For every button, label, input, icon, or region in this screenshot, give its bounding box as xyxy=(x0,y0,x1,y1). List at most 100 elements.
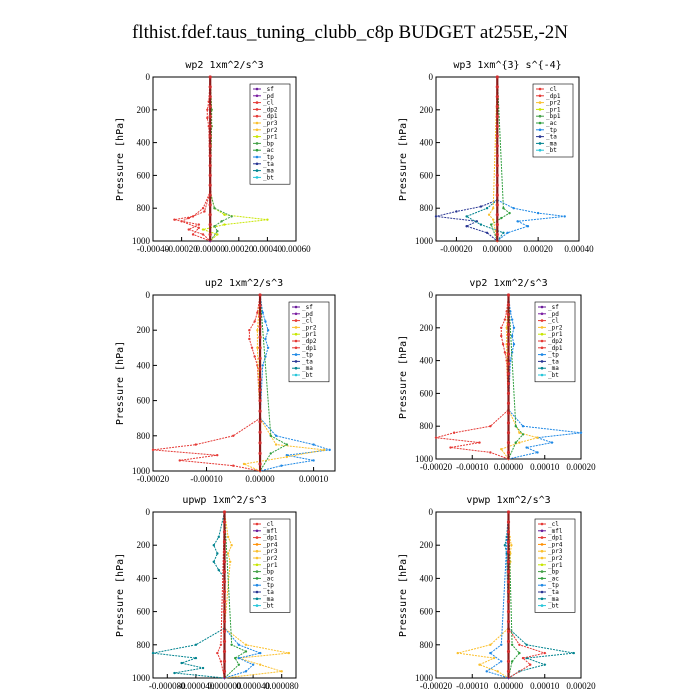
plot4-point-tp xyxy=(509,359,512,362)
plot4-point-tp xyxy=(536,451,539,454)
plot3-point-tp xyxy=(261,311,264,314)
plot5-point-ma xyxy=(212,560,215,563)
plot3-point-tp xyxy=(264,337,267,341)
plot3-legend-marker xyxy=(294,319,298,322)
plot4-legend-entry: _pr2 xyxy=(548,324,563,331)
plot4-point-tp xyxy=(510,334,514,338)
plot5-ylabel: Pressure [hPa] xyxy=(115,553,126,637)
plot5-series-ma xyxy=(152,511,225,679)
plot2-legend-marker xyxy=(538,135,542,138)
plot1-legend-entry: _ma xyxy=(263,168,274,175)
plot1-legend-marker xyxy=(255,94,259,98)
plot4-zero-marker xyxy=(506,391,511,395)
plot4-zero-marker xyxy=(506,293,511,297)
plot3-point-dp1 xyxy=(248,337,251,341)
plot2-point-ta xyxy=(485,231,489,234)
plot2-point-ta xyxy=(465,225,468,228)
plot5-point-ma xyxy=(151,651,155,655)
plot5-point-ma xyxy=(194,656,198,660)
plot1-legend-entry: _pr2 xyxy=(263,127,278,134)
plot2-zero-marker xyxy=(495,124,499,128)
plot2-ytick-label: 1000 xyxy=(415,236,434,246)
plot6-legend-entry: _pr2 xyxy=(548,555,563,562)
plot5-point-ac xyxy=(244,650,248,653)
plot6-legend-marker xyxy=(540,556,544,560)
plot4-point-tp xyxy=(512,343,516,346)
plot5-zero-marker xyxy=(222,659,227,664)
plot5-zero-marker xyxy=(222,580,227,584)
plot2-zero-marker xyxy=(495,163,499,168)
plot3-ytick-label: 600 xyxy=(137,396,151,406)
plot1-legend-marker xyxy=(255,169,259,172)
plot1-ytick-label: 800 xyxy=(137,203,151,213)
plot6-point-tp xyxy=(500,643,503,646)
plot5-zero-marker xyxy=(222,619,227,624)
plot3-zero-marker xyxy=(258,409,262,413)
plot5-legend-entry: _tp xyxy=(263,582,274,589)
plot6-legend-marker xyxy=(540,597,544,601)
plot4-zero-marker xyxy=(506,362,511,366)
plot5-legend-entry: _pr1 xyxy=(263,562,278,569)
plot6-point-dp1 xyxy=(521,656,525,660)
plot1-point-pr1 xyxy=(266,218,269,221)
plot1-zero-marker xyxy=(208,223,212,227)
plot4-series-pr2 xyxy=(500,294,540,460)
plot5-point-pr2 xyxy=(244,643,248,646)
plot1-xtick-label: 0.00040 xyxy=(253,244,283,254)
plot6-legend-marker xyxy=(540,543,544,546)
plot4-zero-marker xyxy=(506,352,511,356)
plot6-zero-marker xyxy=(506,600,511,604)
plot6-title: vpwp 1xm^2/s^3 xyxy=(466,495,550,506)
plot4-point-tp xyxy=(521,425,525,428)
plot2-point-ac xyxy=(502,207,505,210)
plot5-legend-entry: _ac xyxy=(263,575,274,582)
plot5-zero-marker xyxy=(222,570,227,574)
plot4-legend-marker xyxy=(540,339,544,343)
plot6-ytick-label: 800 xyxy=(420,640,434,650)
plot5-point-cl xyxy=(219,643,223,646)
plot1-legend-marker xyxy=(255,121,259,125)
plot6-zero-marker xyxy=(506,520,511,524)
plot5-zero-marker xyxy=(222,540,227,544)
plot1-point-dp1 xyxy=(206,116,209,120)
plot2-zero-marker xyxy=(495,114,499,118)
plot1-zero-marker xyxy=(208,124,212,128)
plot3-zero-marker xyxy=(258,430,262,434)
plot6-point-ma xyxy=(525,643,528,646)
plot5-legend-entry: _bp xyxy=(263,569,274,576)
plot6-legend-entry: _pr4 xyxy=(548,541,563,548)
plot5-point-pr2 xyxy=(259,663,262,666)
plot6-ytick-label: 1000 xyxy=(415,673,434,683)
plot1-zero-marker xyxy=(208,85,212,89)
plot3-point-ac xyxy=(269,434,272,437)
plot3-legend-marker xyxy=(294,326,298,329)
plot6-zero-marker xyxy=(506,629,511,634)
plot2-ylabel: Pressure [hPa] xyxy=(398,117,409,201)
plot1-legend-box xyxy=(249,83,291,185)
plot4-point-pr2 xyxy=(518,441,521,444)
plot6-legend-entry: _pr1 xyxy=(548,562,563,569)
plot4-point-dp1 xyxy=(449,446,452,449)
plot5-legend-marker xyxy=(255,577,259,580)
plot1-point-dp1 xyxy=(201,233,205,236)
plot5-series-pr2 xyxy=(223,511,289,679)
plot4-series-dp1 xyxy=(435,294,510,460)
plot6-legend-marker xyxy=(540,604,544,607)
plot5-zero-marker xyxy=(222,560,227,564)
plot3-zero-marker xyxy=(258,367,262,371)
plot4-point-pr2 xyxy=(536,436,539,439)
plot1-point-dp1 xyxy=(206,108,209,112)
plot3-point-dp1 xyxy=(253,320,256,323)
plot6-point-ma xyxy=(572,651,575,655)
plot3-ytick-label: 1000 xyxy=(132,466,151,476)
plot1-zero-marker xyxy=(208,193,212,197)
plot2-legend-entry: _pr2 xyxy=(546,100,561,107)
plot4-xtick-label: 0.00020 xyxy=(566,462,596,472)
plot6-legend-entry: _cl xyxy=(548,521,559,528)
plot5-point-tp xyxy=(237,656,240,660)
plot1-legend-entry: _dp2 xyxy=(263,106,278,113)
plot4-legend-entry: _bt xyxy=(548,372,559,379)
plot3-zero-marker xyxy=(258,388,262,392)
plot4-ylabel: Pressure [hPa] xyxy=(398,335,409,419)
